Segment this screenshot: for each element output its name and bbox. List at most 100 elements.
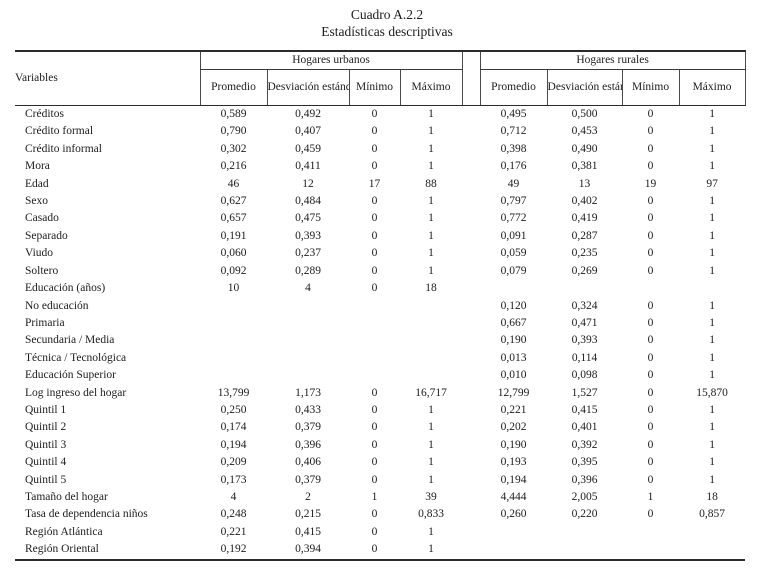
- value-cell: 0,190: [500, 438, 527, 451]
- value-cell: 0,419: [571, 212, 598, 225]
- value-cell: 0,013: [500, 351, 527, 364]
- group-gap: [462, 50, 481, 107]
- value-cell: 0: [371, 195, 378, 208]
- value-cell: [400, 298, 462, 315]
- rural-group-header: Hogares rurales: [479, 50, 746, 71]
- column-gap: [462, 123, 480, 140]
- value-cell: 0,396: [295, 438, 321, 451]
- value-cell: 0: [647, 508, 654, 521]
- value-cell: 1: [709, 125, 715, 138]
- table-row: Educación Superior 0,010 0,098 0 1: [15, 367, 745, 384]
- value-cell: 0,833: [418, 508, 444, 521]
- value-cell: 0,174: [220, 421, 247, 434]
- column-gap: [462, 489, 480, 506]
- column-gap: [462, 158, 480, 175]
- value-cell: 1: [647, 490, 654, 503]
- value-cell: 0,398: [500, 142, 527, 155]
- value-cell: 0,379: [295, 473, 321, 486]
- value-cell: 1: [428, 142, 434, 155]
- value-cell: 0,772: [500, 212, 527, 225]
- variable-name: Quintil 5: [25, 473, 67, 486]
- table-row: Región Atlántica 0,221 0,415 0 1: [15, 524, 745, 541]
- value-cell: 1: [709, 160, 715, 173]
- value-cell: [349, 367, 400, 384]
- value-cell: 10: [227, 282, 240, 295]
- value-cell: 0,190: [500, 334, 527, 347]
- value-cell: 0: [647, 386, 654, 399]
- value-cell: 0,221: [220, 525, 247, 538]
- column-gap: [462, 506, 480, 523]
- table-row: Secundaria / Media 0,190 0,393 0 1: [15, 332, 745, 349]
- value-cell: 49: [507, 177, 520, 190]
- column-gap: [462, 332, 480, 349]
- value-cell: 0,191: [220, 229, 247, 242]
- value-cell: 0,381: [571, 160, 598, 173]
- value-cell: 0: [647, 473, 654, 486]
- value-cell: 0,202: [500, 421, 527, 434]
- value-cell: 0: [371, 525, 378, 538]
- value-cell: [349, 332, 400, 349]
- column-gap: [462, 210, 480, 227]
- value-cell: 0,060: [220, 247, 247, 260]
- column-gap: [462, 350, 480, 367]
- table-row: Soltero 0,092 0,289 0 1 0,079 0,269 0 1: [15, 263, 745, 280]
- value-cell: 0: [647, 108, 654, 121]
- value-cell: 0,393: [295, 229, 321, 242]
- value-cell: 1: [709, 229, 715, 242]
- value-cell: 0,221: [500, 403, 527, 416]
- value-cell: 0,237: [295, 247, 321, 260]
- table-row: Edad 46 12 17 88 49 13 19 97: [15, 176, 745, 193]
- value-cell: 0: [371, 456, 378, 469]
- column-gap: [462, 524, 480, 541]
- group-header-row: Variables Hogares urbanos Hogares rurale…: [15, 50, 746, 107]
- value-cell: 97: [706, 177, 718, 190]
- value-cell: 0,415: [571, 403, 598, 416]
- table-row: Quintil 1 0,250 0,433 0 1 0,221 0,415 0 1: [15, 402, 745, 419]
- value-cell: 1: [428, 108, 434, 121]
- value-cell: 0,406: [295, 456, 321, 469]
- value-cell: 4: [230, 490, 237, 503]
- value-cell: 1: [709, 351, 715, 364]
- subheader-row: Promedio Desviación estándar Mínimo Máxi…: [15, 69, 746, 107]
- value-cell: 0,433: [295, 403, 321, 416]
- value-cell: 88: [425, 177, 437, 190]
- value-cell: 0,490: [571, 142, 598, 155]
- column-gap: [462, 176, 480, 193]
- value-cell: 1: [709, 247, 715, 260]
- value-cell: 0: [371, 108, 378, 121]
- value-cell: 4,444: [500, 490, 527, 503]
- table-row: Crédito informal 0,302 0,459 0 1 0,398 0,490 0 1: [15, 141, 745, 158]
- value-cell: 0: [647, 229, 654, 242]
- value-cell: [547, 280, 622, 297]
- table-row: Quintil 3 0,194 0,396 0 1 0,190 0,392 0 1: [15, 437, 745, 454]
- value-cell: 15,870: [696, 386, 728, 399]
- value-cell: 0,500: [571, 108, 598, 121]
- value-cell: 0,216: [220, 160, 247, 173]
- column-gap: [462, 245, 480, 262]
- value-cell: 46: [227, 177, 240, 190]
- value-cell: 0,495: [500, 108, 527, 121]
- value-cell: 13,799: [217, 386, 250, 399]
- value-cell: 0,192: [220, 543, 247, 556]
- value-cell: [267, 332, 349, 349]
- value-cell: 0,215: [295, 508, 321, 521]
- value-cell: 2,005: [571, 490, 598, 503]
- rural-min-header: Mínimo: [621, 69, 680, 107]
- variable-name: Log ingreso del hogar: [25, 386, 127, 399]
- value-cell: 0,379: [295, 421, 321, 434]
- value-cell: 1: [709, 438, 715, 451]
- value-cell: 0,289: [295, 264, 321, 277]
- value-cell: 0: [647, 334, 654, 347]
- value-cell: 12,799: [497, 386, 530, 399]
- value-cell: 12: [302, 177, 314, 190]
- value-cell: 1: [428, 421, 434, 434]
- value-cell: 0: [647, 299, 654, 312]
- value-cell: 1,527: [571, 386, 598, 399]
- value-cell: 1: [709, 456, 715, 469]
- value-cell: 0,667: [500, 316, 527, 329]
- variable-name: Crédito formal: [25, 125, 94, 138]
- value-cell: 1: [428, 247, 434, 260]
- value-cell: 16,717: [415, 386, 447, 399]
- value-cell: 0,492: [295, 108, 321, 121]
- value-cell: [622, 524, 679, 541]
